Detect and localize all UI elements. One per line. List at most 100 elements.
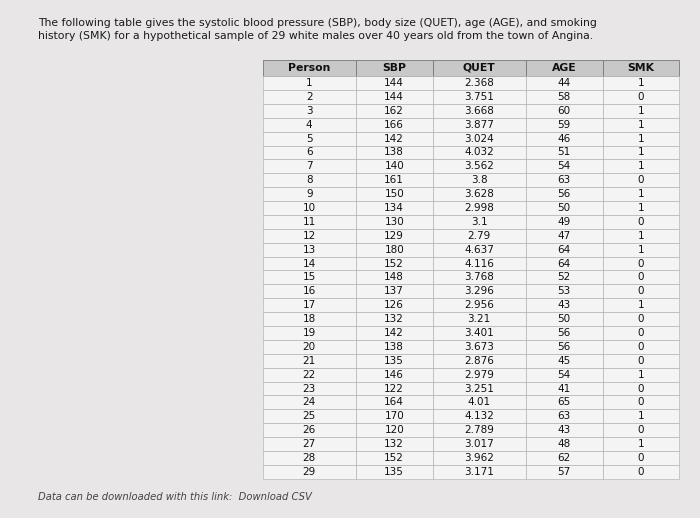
Text: 2.789: 2.789 (464, 425, 494, 435)
Text: 137: 137 (384, 286, 404, 296)
Text: 17: 17 (302, 300, 316, 310)
Text: 43: 43 (558, 425, 571, 435)
Text: 21: 21 (302, 356, 316, 366)
Text: 0: 0 (638, 258, 644, 268)
Text: 43: 43 (558, 300, 571, 310)
Text: 41: 41 (558, 383, 571, 394)
Text: 63: 63 (558, 175, 571, 185)
Text: 138: 138 (384, 148, 404, 157)
Text: 2.956: 2.956 (464, 300, 494, 310)
Text: 60: 60 (558, 106, 570, 116)
Text: 44: 44 (558, 78, 571, 88)
Text: 9: 9 (306, 189, 313, 199)
Text: 46: 46 (558, 134, 571, 143)
Text: 2.979: 2.979 (464, 370, 494, 380)
Text: 4.132: 4.132 (464, 411, 494, 421)
Text: 10: 10 (302, 203, 316, 213)
Text: 0: 0 (638, 286, 644, 296)
Text: 166: 166 (384, 120, 404, 130)
Text: SBP: SBP (382, 63, 406, 73)
Text: 3.171: 3.171 (464, 467, 494, 477)
Text: 3.768: 3.768 (464, 272, 494, 282)
Text: 1: 1 (638, 134, 644, 143)
Text: 0: 0 (638, 272, 644, 282)
Text: 62: 62 (558, 453, 571, 463)
Text: 3.024: 3.024 (464, 134, 494, 143)
Text: 2: 2 (306, 92, 313, 102)
Text: 51: 51 (558, 148, 571, 157)
Text: 180: 180 (384, 244, 404, 255)
Text: 13: 13 (302, 244, 316, 255)
Text: 2.79: 2.79 (468, 231, 491, 241)
Text: 142: 142 (384, 134, 404, 143)
Text: 130: 130 (384, 217, 404, 227)
Text: 122: 122 (384, 383, 404, 394)
Text: 1: 1 (638, 106, 644, 116)
Text: 0: 0 (638, 328, 644, 338)
Text: 4.637: 4.637 (464, 244, 494, 255)
Text: 132: 132 (384, 314, 404, 324)
Text: 56: 56 (558, 342, 571, 352)
Text: 27: 27 (302, 439, 316, 449)
Text: 152: 152 (384, 258, 404, 268)
Text: 3: 3 (306, 106, 313, 116)
Text: 54: 54 (558, 370, 571, 380)
Text: 142: 142 (384, 328, 404, 338)
Text: 0: 0 (638, 92, 644, 102)
Text: 1: 1 (638, 231, 644, 241)
Text: 57: 57 (558, 467, 571, 477)
Text: 48: 48 (558, 439, 571, 449)
Text: 3.21: 3.21 (468, 314, 491, 324)
Text: SMK: SMK (627, 63, 655, 73)
Text: 0: 0 (638, 217, 644, 227)
Text: 12: 12 (302, 231, 316, 241)
Text: 138: 138 (384, 342, 404, 352)
Text: 4.01: 4.01 (468, 397, 491, 407)
Text: 0: 0 (638, 467, 644, 477)
Text: 3.401: 3.401 (464, 328, 494, 338)
Text: 1: 1 (638, 244, 644, 255)
Text: 0: 0 (638, 453, 644, 463)
Text: 2.368: 2.368 (464, 78, 494, 88)
Text: Data can be downloaded with this link:  Download CSV: Data can be downloaded with this link: D… (38, 493, 312, 502)
Text: 7: 7 (306, 162, 313, 171)
Text: 164: 164 (384, 397, 404, 407)
Text: 47: 47 (558, 231, 571, 241)
Text: 53: 53 (558, 286, 571, 296)
Text: 0: 0 (638, 314, 644, 324)
Text: 170: 170 (384, 411, 404, 421)
Text: 3.1: 3.1 (471, 217, 488, 227)
Text: 29: 29 (302, 467, 316, 477)
Text: 15: 15 (302, 272, 316, 282)
Text: 4.032: 4.032 (464, 148, 494, 157)
Text: 6: 6 (306, 148, 313, 157)
Text: 1: 1 (638, 300, 644, 310)
Text: 4.116: 4.116 (464, 258, 494, 268)
Text: 65: 65 (558, 397, 571, 407)
Text: 3.8: 3.8 (471, 175, 488, 185)
Text: 1: 1 (306, 78, 313, 88)
Text: 134: 134 (384, 203, 404, 213)
Text: 1: 1 (638, 189, 644, 199)
Text: 56: 56 (558, 189, 571, 199)
Text: 0: 0 (638, 175, 644, 185)
Text: 11: 11 (302, 217, 316, 227)
Text: 152: 152 (384, 453, 404, 463)
Text: 162: 162 (384, 106, 404, 116)
Text: 146: 146 (384, 370, 404, 380)
Text: 20: 20 (302, 342, 316, 352)
Text: 3.628: 3.628 (464, 189, 494, 199)
Text: 16: 16 (302, 286, 316, 296)
Text: The following table gives the systolic blood pressure (SBP), body size (QUET), a: The following table gives the systolic b… (38, 18, 597, 28)
Text: 1: 1 (638, 162, 644, 171)
Text: 56: 56 (558, 328, 571, 338)
Text: 0: 0 (638, 397, 644, 407)
Text: 129: 129 (384, 231, 404, 241)
Text: 3.751: 3.751 (464, 92, 494, 102)
Text: 0: 0 (638, 342, 644, 352)
Text: 0: 0 (638, 383, 644, 394)
Text: 2.998: 2.998 (464, 203, 494, 213)
Text: 1: 1 (638, 78, 644, 88)
Text: 3.296: 3.296 (464, 286, 494, 296)
Text: Person: Person (288, 63, 330, 73)
